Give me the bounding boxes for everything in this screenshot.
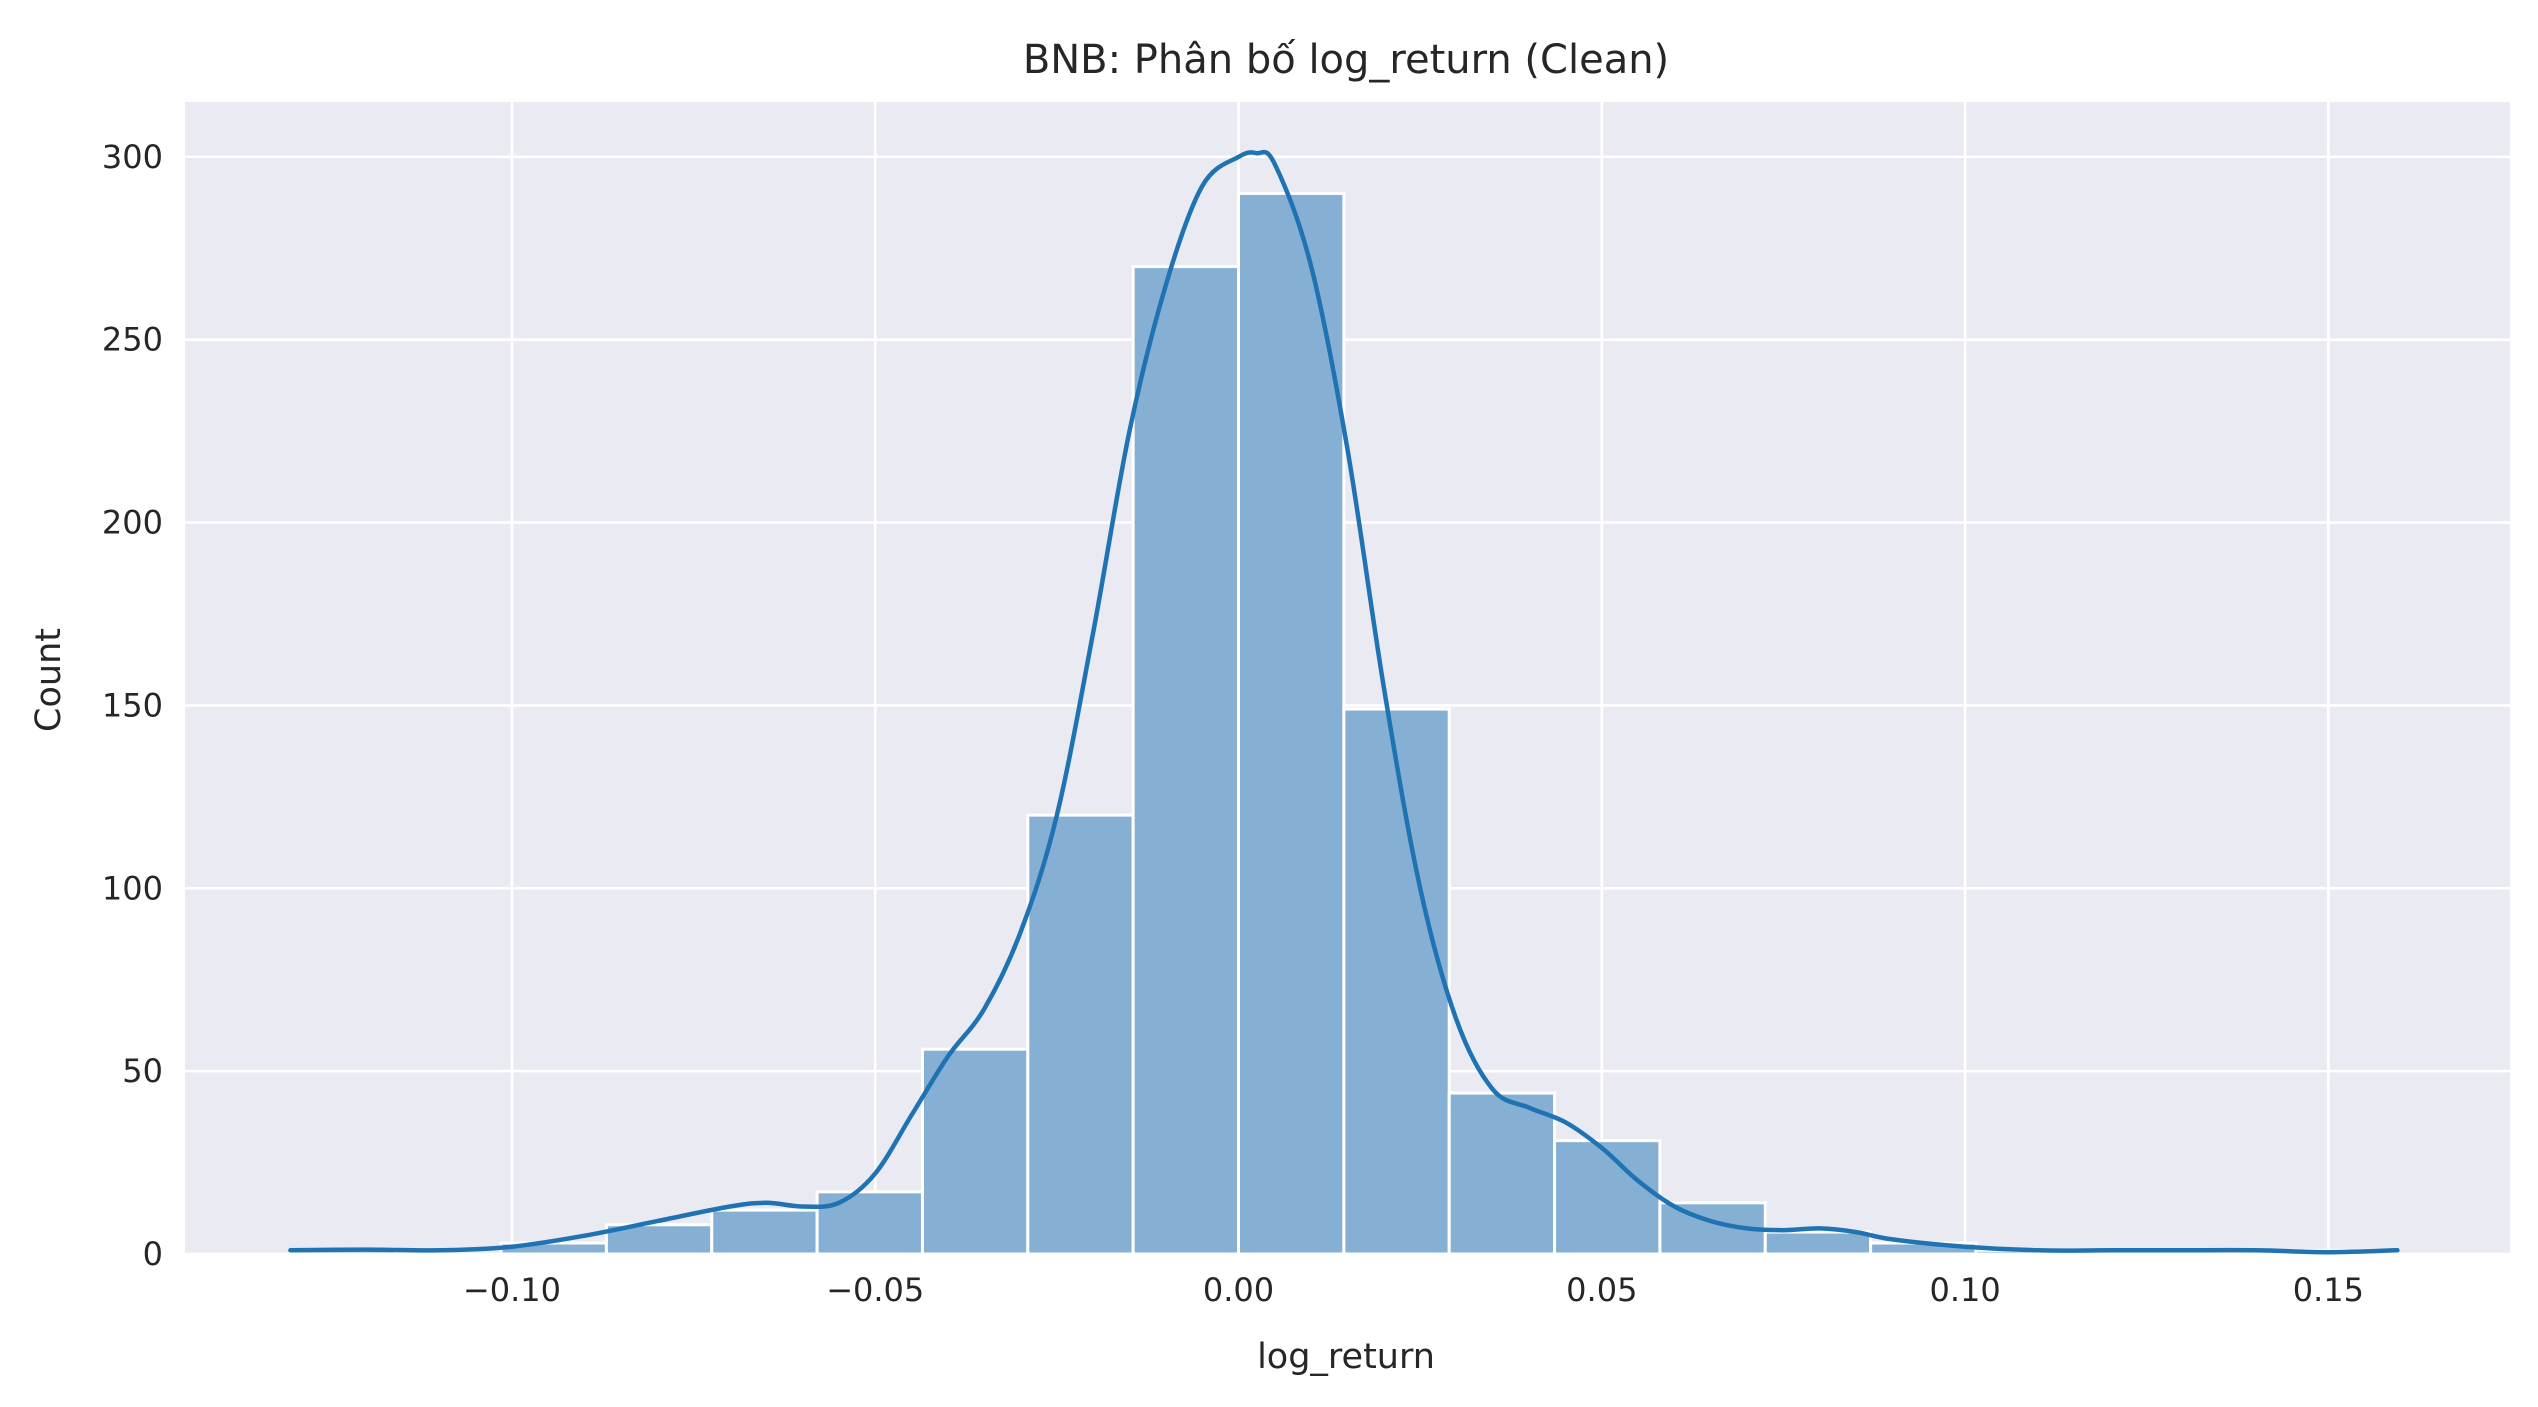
histogram-bar <box>1553 1139 1662 1256</box>
histogram-bar <box>1131 265 1241 1256</box>
histogram-bar <box>1342 707 1451 1256</box>
y-tick-label: 0 <box>143 1235 163 1273</box>
histogram-bars <box>288 191 2399 1256</box>
y-tick-labels: 0 50 100 150 200 250 300 <box>102 138 163 1273</box>
histogram-bar <box>1237 191 1346 1256</box>
histogram-bar <box>1763 1230 1873 1256</box>
y-tick-label: 50 <box>122 1052 163 1090</box>
x-tick-label: 0.05 <box>1566 1271 1637 1309</box>
kde-line <box>288 149 2400 1255</box>
chart-title: BNB: Phân bố log_return (Clean) <box>1023 37 1669 83</box>
y-tick-label: 300 <box>102 138 163 176</box>
x-tick-labels: −0.10 −0.05 0.00 0.05 0.10 0.15 <box>463 1271 2364 1309</box>
y-tick-label: 150 <box>102 686 163 724</box>
x-tick-label: 0.15 <box>2293 1271 2364 1309</box>
x-axis-label: log_return <box>1257 1337 1435 1377</box>
x-tick-label: 0.10 <box>1929 1271 2000 1309</box>
y-tick-label: 200 <box>102 504 163 542</box>
histogram-bar <box>920 1047 1030 1256</box>
x-tick-label: −0.10 <box>463 1271 561 1309</box>
x-tick-label: −0.05 <box>826 1271 924 1309</box>
y-tick-label: 100 <box>102 869 163 907</box>
histogram-bar <box>815 1190 924 1256</box>
y-tick-label: 250 <box>102 321 163 359</box>
histogram-bar <box>710 1208 819 1256</box>
histogram-bar <box>1447 1091 1557 1256</box>
x-tick-label: 0.00 <box>1203 1271 1274 1309</box>
y-axis-label: Count <box>29 628 69 732</box>
histogram-bar <box>1026 813 1135 1256</box>
kde-layer <box>288 149 2400 1255</box>
